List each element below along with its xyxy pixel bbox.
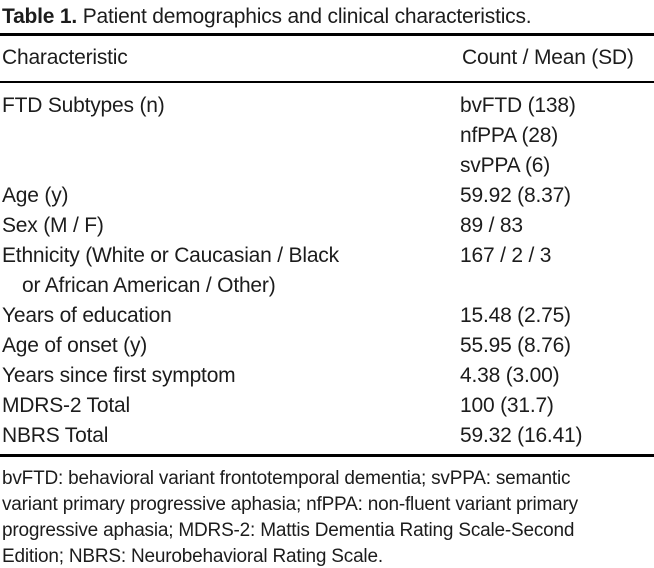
row-value: 59.92 (8.37) [460,184,571,207]
table-row-mdrs2-total: MDRS-2 Total 100 (31.7) [2,391,654,421]
row-value: 59.32 (16.41) [460,424,583,447]
table-header-row: Characteristic Count / Mean (SD) [0,36,654,83]
row-label: FTD Subtypes (n) [2,94,165,117]
table-title: Table 1. Patient demographics and clinic… [0,0,654,30]
footnote-line: bvFTD: behavioral variant frontotemporal… [2,468,571,489]
row-value: bvFTD (138) nfPPA (28) svPPA (6) [460,91,654,181]
row-label: NBRS Total [2,424,109,447]
row-value: 4.38 (3.00) [460,364,560,387]
row-label: Ethnicity (White or Caucasian / Black or… [2,241,460,301]
row-label: Years of education [2,304,172,327]
table-row-years-education: Years of education 15.48 (2.75) [2,301,654,331]
demographics-table: Characteristic Count / Mean (SD) FTD Sub… [0,33,654,457]
row-value: 167 / 2 / 3 [460,244,552,267]
column-header-characteristic: Characteristic [2,46,128,69]
row-label: Sex (M / F) [2,214,104,237]
row-value-line: svPPA (6) [460,154,551,177]
row-label: Years since first symptom [2,364,236,387]
table-row-age-of-onset: Age of onset (y) 55.95 (8.76) [2,331,654,361]
footnote-line: Edition; NBRS: Neurobehavioral Rating Sc… [2,546,383,567]
table-body: FTD Subtypes (n) bvFTD (138) nfPPA (28) … [0,83,654,457]
row-label-line2: or African American / Other) [22,274,276,297]
table-row-age: Age (y) 59.92 (8.37) [2,181,654,211]
footnote-line: variant primary progressive aphasia; nfP… [2,494,578,515]
table-number-label: Table 1. [2,5,78,28]
table-row-sex: Sex (M / F) 89 / 83 [2,211,654,241]
column-header-count-mean-sd: Count / Mean (SD) [462,46,634,69]
row-label-line1: Ethnicity (White or Caucasian / Black [2,244,339,267]
row-value: 15.48 (2.75) [460,304,571,327]
row-value-line: bvFTD (138) [460,94,576,117]
row-label: Age of onset (y) [2,334,148,357]
row-value: 89 / 83 [460,214,523,237]
table-row-years-since-symptom: Years since first symptom 4.38 (3.00) [2,361,654,391]
footnote-line: progressive aphasia; MDRS-2: Mattis Deme… [2,520,575,541]
table-row-nbrs-total: NBRS Total 59.32 (16.41) [2,421,654,451]
row-value: 55.95 (8.76) [460,334,571,357]
table-row-ftd-subtypes: FTD Subtypes (n) bvFTD (138) nfPPA (28) … [2,91,654,181]
row-value-line: nfPPA (28) [460,124,558,147]
table-row-ethnicity: Ethnicity (White or Caucasian / Black or… [2,241,654,301]
table-footnote: bvFTD: behavioral variant frontotemporal… [0,457,654,568]
row-label: MDRS-2 Total [2,394,130,417]
row-label: Age (y) [2,184,69,207]
table-title-text: Patient demographics and clinical charac… [82,5,532,28]
row-value: 100 (31.7) [460,394,554,417]
